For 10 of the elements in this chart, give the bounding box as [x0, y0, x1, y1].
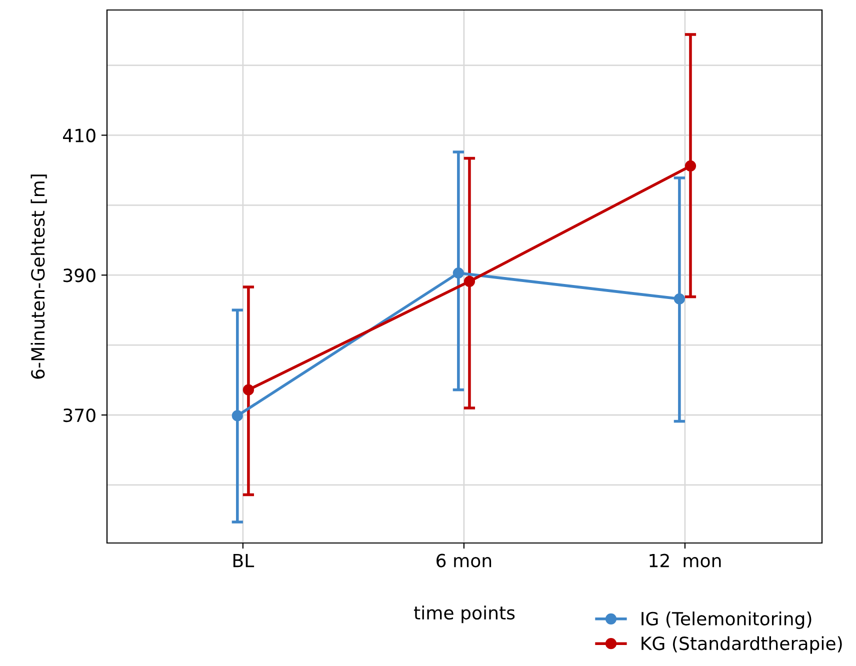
y-tick-label: 370	[63, 408, 96, 422]
legend-label: IG (Telemonitoring)	[642, 612, 812, 629]
y-axis-title: 6-Minuten-Gehtest [m]	[30, 174, 47, 379]
y-tick-label: 410	[63, 128, 96, 142]
y-tick-label: 390	[63, 268, 96, 282]
x-axis-title: time points	[414, 606, 515, 624]
x-tick-label: 12 mon	[650, 554, 721, 568]
x-tick-label: 6 mon	[436, 554, 492, 568]
legend-label: KG (Standardtherapie)	[642, 636, 842, 654]
x-tick-label: BL	[233, 554, 254, 568]
